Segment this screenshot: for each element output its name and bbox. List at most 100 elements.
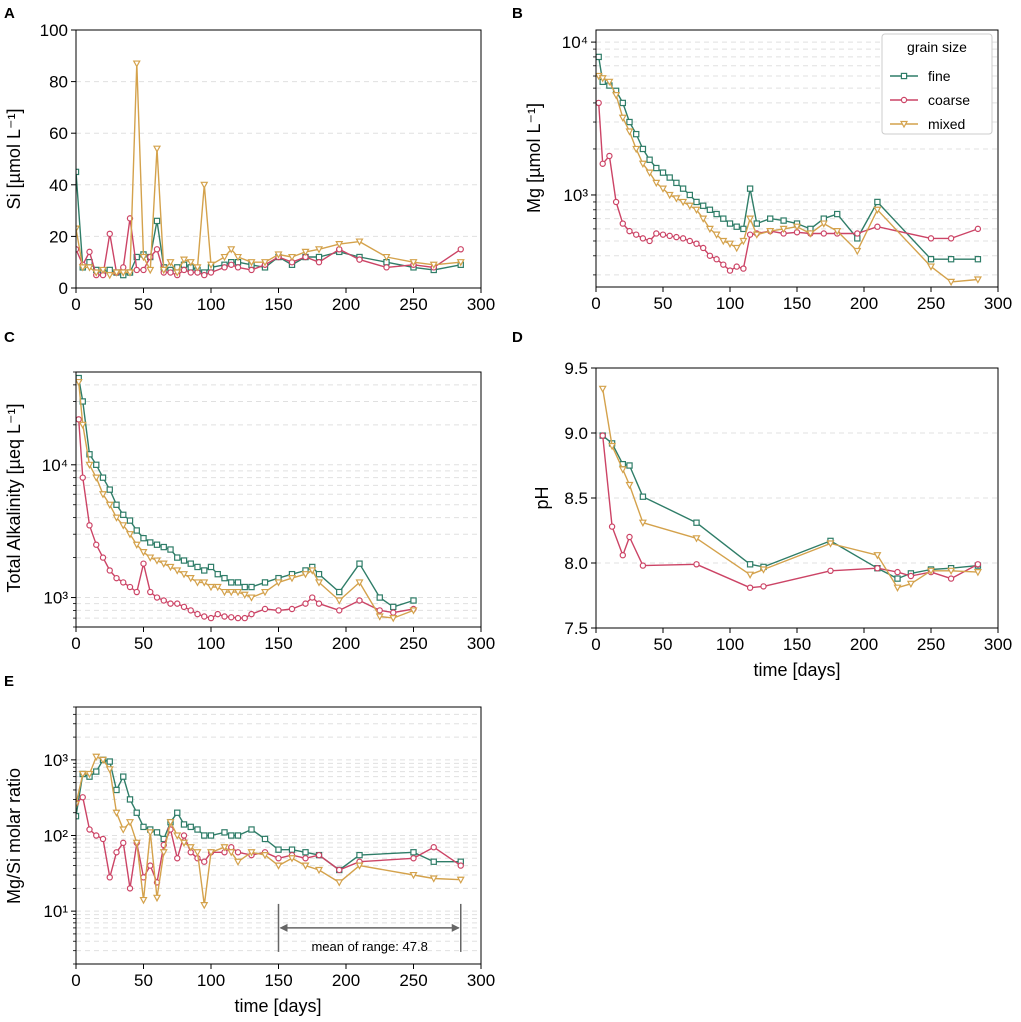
data-point-mixed — [926, 263, 936, 271]
data-point-mixed — [193, 579, 202, 587]
data-point-coarse — [619, 220, 627, 227]
data-point-coarse — [174, 855, 181, 862]
data-point-fine — [315, 253, 323, 261]
data-point-fine — [221, 574, 228, 582]
y-tick-label: 10³ — [43, 751, 68, 770]
panel-letter-b: B — [512, 5, 523, 22]
data-point-mixed — [233, 588, 243, 597]
panel-c-ylabel: Total Alkalinity [µeq L⁻¹] — [4, 404, 24, 593]
data-point-mixed — [598, 385, 607, 394]
data-point-fine — [234, 579, 242, 586]
data-point-mixed — [125, 531, 135, 539]
data-point-coarse — [180, 266, 188, 274]
data-point-fine — [120, 511, 127, 519]
data-point-mixed — [665, 191, 674, 200]
data-point-fine — [639, 145, 647, 153]
data-point-coarse — [947, 575, 955, 582]
data-point-coarse — [356, 597, 363, 604]
y-tick-label: 10³ — [563, 186, 588, 205]
panel-d-plot — [598, 385, 982, 592]
data-point-coarse — [596, 99, 602, 107]
data-point-coarse — [106, 567, 113, 574]
y-tick-label: 10³ — [43, 589, 68, 608]
data-point-coarse — [79, 474, 86, 481]
data-point-fine — [720, 215, 727, 222]
data-point-coarse — [974, 225, 982, 233]
data-point-mixed — [146, 266, 155, 275]
data-point-coarse — [248, 610, 255, 618]
data-point-mixed — [712, 231, 721, 239]
data-point-mixed — [301, 248, 310, 257]
data-point-mixed — [260, 259, 270, 267]
data-point-fine — [686, 191, 694, 199]
data-point-mixed — [335, 597, 344, 605]
x-tick-label: 150 — [783, 294, 811, 313]
data-point-mixed — [233, 858, 243, 866]
data-point-mixed — [806, 230, 815, 238]
data-point-fine — [733, 223, 740, 230]
data-point-mixed — [355, 579, 364, 587]
data-point-coarse — [167, 269, 174, 276]
data-point-fine — [302, 849, 309, 856]
data-point-coarse — [619, 552, 627, 559]
series-line-fine — [78, 377, 414, 608]
data-point-mixed — [973, 568, 982, 577]
data-point-coarse — [275, 607, 282, 614]
data-point-mixed — [906, 580, 915, 589]
panel-d-ylabel: pH — [532, 486, 552, 509]
data-point-mixed — [355, 862, 364, 870]
x-tick-label: 50 — [654, 635, 673, 654]
data-point-fine — [974, 256, 982, 263]
data-point-fine — [207, 832, 215, 839]
data-point-coarse — [733, 263, 740, 270]
data-point-coarse — [140, 266, 147, 274]
data-point-coarse — [720, 261, 727, 268]
x-tick-label: 150 — [264, 634, 292, 653]
data-point-fine — [86, 451, 93, 458]
data-point-coarse — [927, 235, 935, 242]
data-point-mixed — [119, 269, 128, 277]
data-point-coarse — [234, 849, 242, 856]
data-point-coarse — [228, 844, 235, 851]
data-point-mixed — [287, 575, 297, 583]
data-point-coarse — [207, 614, 215, 622]
data-point-mixed — [409, 607, 418, 615]
data-point-fine — [679, 185, 687, 192]
legend-item-fine: fine — [890, 68, 951, 84]
data-point-fine — [140, 534, 147, 542]
x-tick-label: 100 — [197, 295, 225, 314]
data-point-mixed — [274, 251, 283, 259]
data-point-mixed — [826, 540, 835, 548]
legend-box — [881, 33, 993, 135]
data-point-coarse — [99, 835, 107, 843]
data-point-mixed — [746, 571, 755, 579]
data-point-mixed — [947, 278, 956, 287]
data-point-fine — [194, 563, 201, 571]
data-point-coarse — [174, 600, 181, 607]
data-point-mixed — [382, 253, 391, 262]
range-annotation-text: mean of range: 47.8 — [311, 939, 427, 954]
data-point-mixed — [314, 246, 324, 254]
data-point-mixed — [112, 269, 121, 277]
data-point-fine — [646, 156, 653, 163]
panel-c-xaxis: 0 50 100 150 200 250 300 — [71, 627, 495, 653]
data-point-fine — [106, 486, 113, 493]
x-tick-label: 250 — [399, 971, 427, 990]
panel-a-ylabel: Si [µmol L⁻¹] — [4, 109, 24, 210]
data-point-mixed — [355, 238, 364, 246]
panel-c-grid — [76, 371, 481, 628]
data-point-mixed — [220, 844, 229, 852]
data-point-coarse — [180, 603, 188, 611]
data-point-mixed — [146, 554, 155, 562]
data-point-mixed — [625, 481, 634, 490]
x-tick-label: 200 — [332, 634, 360, 653]
data-point-mixed — [105, 766, 114, 774]
data-point-mixed — [76, 225, 81, 233]
data-point-fine — [632, 130, 640, 138]
panel-e-annotation: mean of range: 47.8 — [277, 903, 462, 954]
y-tick-label: 9.5 — [564, 359, 588, 378]
legend-marker-coarse — [900, 96, 908, 104]
data-point-fine — [167, 546, 174, 553]
data-point-mixed — [375, 613, 384, 621]
data-point-coarse — [106, 230, 113, 238]
